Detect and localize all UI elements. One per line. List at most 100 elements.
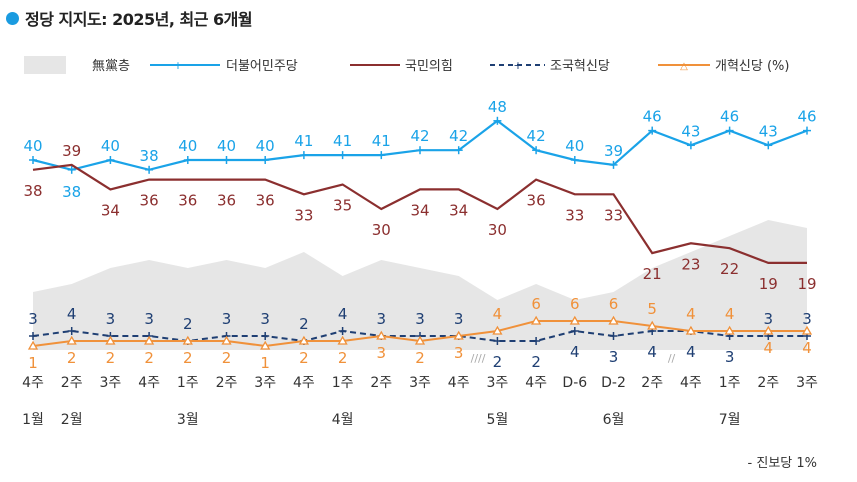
data-label-minjoo: 40 <box>178 137 197 155</box>
data-label-minjoo: 40 <box>217 137 236 155</box>
point-gaehyuk <box>182 335 193 345</box>
point-gaehyuk <box>801 325 813 335</box>
point-gaehyuk <box>763 325 774 335</box>
data-label-minjoo: 42 <box>527 127 546 145</box>
x-tick-label: 4주 <box>293 375 315 391</box>
point-gaehyuk <box>298 335 310 345</box>
x-tick-label: 4주 <box>138 375 160 391</box>
data-label-ppp: 34 <box>101 201 120 219</box>
x-tick-label: 2주 <box>370 375 392 391</box>
data-label-minjoo: 48 <box>488 98 507 116</box>
month-label: 2월 <box>61 412 83 428</box>
data-label-ppp: 33 <box>294 206 313 224</box>
data-label-minjoo: 38 <box>140 147 159 165</box>
legend-marker: △ <box>680 61 688 72</box>
month-label: 7월 <box>719 412 741 428</box>
data-label-jogook: 2 <box>493 353 503 371</box>
data-label-ppp: 36 <box>178 192 197 210</box>
data-label-gaehyuk: 4 <box>725 305 735 323</box>
data-label-jogook: 4 <box>647 343 657 361</box>
x-tick-label: 4주 <box>680 375 702 391</box>
point-gaehyuk <box>143 335 155 345</box>
point-gaehyuk <box>530 315 542 325</box>
data-label-minjoo: 40 <box>23 137 42 155</box>
data-label-gaehyuk: 1 <box>28 354 38 372</box>
point-gaehyuk <box>647 320 658 330</box>
data-label-gaehyuk: 2 <box>183 349 193 367</box>
data-label-jogook: 4 <box>686 343 696 361</box>
title-bullet-icon <box>6 11 19 25</box>
data-label-gaehyuk: 6 <box>531 295 541 313</box>
point-gaehyuk <box>414 335 426 345</box>
point-gaehyuk <box>27 340 39 350</box>
data-label-ppp: 30 <box>372 221 391 239</box>
x-tick-label: 3주 <box>796 375 818 391</box>
legend-label: 국민의힘 <box>405 59 453 74</box>
data-label-jogook: 3 <box>106 310 116 328</box>
data-label-ppp: 33 <box>565 206 584 224</box>
data-label-gaehyuk: 4 <box>493 305 503 323</box>
footnote: - 진보당 1% <box>747 456 817 471</box>
month-label: 4월 <box>332 412 354 428</box>
data-label-gaehyuk: 3 <box>377 344 387 362</box>
data-label-ppp: 33 <box>604 206 623 224</box>
legend-label: 개혁신당 (%) <box>715 59 789 74</box>
point-gaehyuk <box>724 325 735 335</box>
x-tick-label: 4주 <box>525 375 547 391</box>
data-label-ppp: 21 <box>643 265 662 283</box>
point-gaehyuk <box>608 315 619 325</box>
point-gaehyuk <box>376 330 387 340</box>
x-tick-label: 3주 <box>487 375 509 391</box>
point-gaehyuk <box>66 335 77 345</box>
point-gaehyuk <box>492 325 503 335</box>
legend-swatch-nonpartisan <box>24 56 66 74</box>
data-label-jogook: 3 <box>454 310 464 328</box>
data-label-jogook: 3 <box>764 310 774 328</box>
point-gaehyuk <box>453 330 464 340</box>
data-label-jogook: 2 <box>183 315 193 333</box>
data-label-ppp: 30 <box>488 221 507 239</box>
axis-break-mark: // <box>668 352 676 365</box>
x-tick-label: 2주 <box>641 375 663 391</box>
x-tick-label: 2주 <box>757 375 779 391</box>
data-label-minjoo: 46 <box>797 108 816 126</box>
x-tick-label: 3주 <box>254 375 276 391</box>
legend-marker: + <box>173 59 182 72</box>
data-label-minjoo: 46 <box>643 108 662 126</box>
data-label-ppp: 19 <box>797 275 816 293</box>
x-axis: 4주 2주 3주 4주 1주 2주 3주 4주 1주 2주 3주 4주 3주 4주 D-6 D-2 2주 4주 1주… <box>22 352 818 428</box>
point-gaehyuk <box>221 335 232 345</box>
data-label-gaehyuk: 2 <box>144 349 154 367</box>
lines-layer <box>27 116 813 350</box>
data-label-ppp: 34 <box>449 201 468 219</box>
data-label-minjoo: 42 <box>410 127 429 145</box>
data-label-gaehyuk: 1 <box>260 354 270 372</box>
month-label: 6월 <box>603 412 625 428</box>
x-tick-label: 2주 <box>61 375 83 391</box>
data-label-jogook: 3 <box>377 310 387 328</box>
data-label-minjoo: 46 <box>720 108 739 126</box>
x-tick-label: 1주 <box>719 375 741 391</box>
data-label-gaehyuk: 2 <box>222 349 232 367</box>
data-label-jogook: 3 <box>28 310 38 328</box>
data-label-jogook: 2 <box>299 315 309 333</box>
data-label-minjoo: 40 <box>101 137 120 155</box>
data-label-minjoo: 41 <box>294 132 313 150</box>
data-label-ppp: 23 <box>681 255 700 273</box>
chart-title-row: 정당 지지도: 2025년, 최근 6개월 <box>6 6 253 30</box>
data-label-jogook: 3 <box>260 310 270 328</box>
data-label-ppp: 36 <box>217 192 236 210</box>
data-label-minjoo: 42 <box>449 127 468 145</box>
x-tick-label: 1주 <box>332 375 354 391</box>
data-label-ppp: 36 <box>140 192 159 210</box>
data-label-jogook: 4 <box>338 305 348 323</box>
data-label-gaehyuk: 5 <box>647 300 657 318</box>
data-label-ppp: 36 <box>527 192 546 210</box>
point-gaehyuk <box>260 340 271 350</box>
x-tick-label: 1주 <box>177 375 199 391</box>
data-label-jogook: 3 <box>144 310 154 328</box>
data-label-ppp: 35 <box>333 197 352 215</box>
data-label-gaehyuk: 2 <box>299 349 309 367</box>
x-tick-label: 2주 <box>216 375 238 391</box>
data-label-jogook: 3 <box>725 348 735 366</box>
